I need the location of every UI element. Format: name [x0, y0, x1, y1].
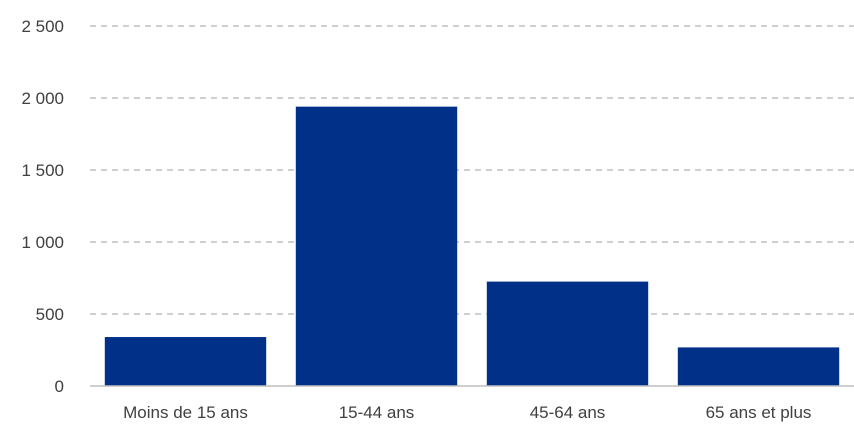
bars: [104, 106, 840, 386]
y-axis-tick-labels: 0 500 1 000 1 500 2 000 2 500: [21, 17, 64, 396]
bar: [677, 347, 840, 386]
y-tick-label: 500: [36, 305, 64, 324]
y-tick-label: 0: [55, 377, 64, 396]
x-axis-tick-labels: Moins de 15 ans 15-44 ans 45-64 ans 65 ans …: [123, 403, 811, 422]
y-tick-label: 2 500: [21, 17, 64, 36]
x-tick-label: 65 ans et plus: [706, 403, 812, 422]
gridlines: [90, 25, 854, 315]
y-tick-label: 1 000: [21, 233, 64, 252]
x-tick-label: Moins de 15 ans: [123, 403, 248, 422]
y-tick-label: 1 500: [21, 161, 64, 180]
x-tick-label: 15-44 ans: [339, 403, 415, 422]
x-tick-label: 45-64 ans: [530, 403, 606, 422]
bar: [104, 337, 267, 386]
bar: [486, 281, 649, 386]
y-tick-label: 2 000: [21, 89, 64, 108]
bar: [295, 106, 458, 386]
